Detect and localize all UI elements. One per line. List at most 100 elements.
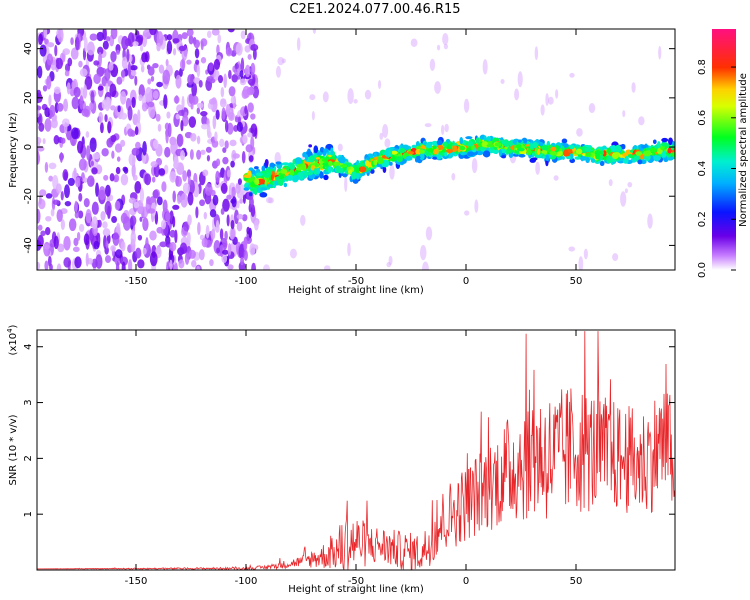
ridge-blob — [304, 154, 309, 161]
ridge-blob — [419, 152, 425, 161]
ridge-blob — [261, 165, 266, 172]
ridge-blob — [590, 158, 596, 163]
noise-blob — [89, 102, 94, 111]
noise-blob — [540, 104, 545, 116]
ridge-blob — [342, 173, 348, 178]
noise-blob — [114, 200, 121, 211]
noise-blob — [120, 212, 128, 225]
noise-blob — [56, 209, 63, 222]
noise-blob — [120, 112, 128, 120]
noise-blob — [250, 62, 256, 76]
ridge-blob — [529, 142, 534, 151]
ridge-blob — [494, 142, 502, 147]
noise-blob — [95, 254, 103, 269]
noise-blob — [74, 36, 80, 51]
noise-blob — [60, 191, 64, 201]
noise-blob — [165, 59, 169, 67]
noise-blob — [46, 53, 54, 66]
noise-blob — [83, 84, 88, 99]
chart-title: C2E1.2024.077.00.46.R15 — [289, 2, 461, 17]
ridge-blob — [260, 187, 268, 191]
ridge-blob — [278, 174, 285, 179]
colorbar-label: Normalized spectral amplitude — [738, 73, 749, 227]
noise-blob — [223, 73, 227, 88]
noise-blob — [158, 168, 166, 176]
noise-blob — [77, 210, 84, 219]
noise-blob — [50, 118, 58, 129]
noise-blob — [207, 130, 212, 139]
noise-blob — [300, 214, 306, 226]
noise-blob — [553, 175, 559, 181]
ridge-blob — [537, 149, 541, 155]
noise-blob — [173, 95, 180, 104]
ridge-blob — [357, 162, 366, 167]
noise-blob — [205, 146, 212, 153]
noise-blob — [200, 57, 207, 64]
noise-blob — [149, 251, 158, 267]
noise-blob — [234, 209, 239, 225]
noise-blob — [139, 187, 145, 203]
noise-blob — [243, 249, 248, 261]
noise-blob — [120, 240, 126, 252]
ridge-blob — [316, 167, 321, 175]
ridge-blob — [426, 141, 432, 148]
noise-blob — [139, 216, 143, 222]
noise-blob — [60, 219, 66, 231]
noise-blob — [37, 150, 40, 165]
noise-blob — [213, 58, 221, 70]
noise-blob — [277, 56, 285, 66]
noise-blob — [217, 75, 224, 84]
noise-blob — [265, 197, 273, 204]
noise-blob — [229, 139, 237, 147]
ridge-blob — [355, 171, 360, 180]
noise-blob — [184, 111, 188, 119]
noise-blob — [149, 230, 157, 241]
noise-blob — [235, 183, 241, 194]
noise-blob — [234, 63, 239, 70]
noise-blob — [230, 228, 236, 240]
noise-blob — [247, 102, 254, 113]
ridge-blob — [250, 168, 256, 175]
noise-blob — [578, 256, 584, 270]
noise-blob — [44, 38, 49, 45]
noise-blob — [215, 158, 221, 167]
noise-blob — [40, 230, 46, 237]
noise-blob — [231, 74, 238, 83]
ridge-blob — [446, 148, 454, 154]
noise-blob — [247, 78, 256, 86]
ridge-blob — [431, 156, 439, 160]
noise-blob — [116, 156, 121, 162]
ridge-blob — [486, 136, 491, 142]
noise-blob — [99, 67, 107, 74]
noise-blob — [133, 201, 140, 209]
ridge-blob — [671, 152, 675, 158]
noise-blob — [156, 42, 161, 52]
noise-blob — [440, 124, 445, 136]
noise-blob — [534, 46, 539, 61]
noise-blob — [201, 123, 209, 130]
noise-blob — [225, 47, 233, 57]
y-tick-label: 20 — [23, 91, 34, 104]
noise-blob — [230, 96, 235, 104]
ridge-blob — [574, 156, 582, 160]
ridge-blob — [316, 152, 323, 156]
noise-blob — [83, 36, 88, 52]
noise-blob — [198, 80, 203, 88]
noise-blob — [98, 186, 106, 201]
noise-blob — [232, 153, 240, 159]
noise-blob — [221, 107, 226, 120]
noise-blob — [56, 263, 62, 270]
noise-blob — [236, 200, 240, 209]
noise-blob — [93, 240, 100, 250]
ridge-blob — [264, 177, 268, 186]
noise-blob — [123, 167, 129, 174]
ridge-blob — [377, 156, 384, 165]
noise-blob — [115, 166, 121, 175]
noise-blob — [658, 45, 662, 60]
noise-blob — [175, 74, 182, 89]
noise-blob — [103, 174, 109, 181]
ridge-blob — [310, 165, 315, 171]
noise-blob — [50, 208, 55, 217]
noise-blob — [70, 37, 74, 46]
noise-blob — [74, 256, 82, 269]
